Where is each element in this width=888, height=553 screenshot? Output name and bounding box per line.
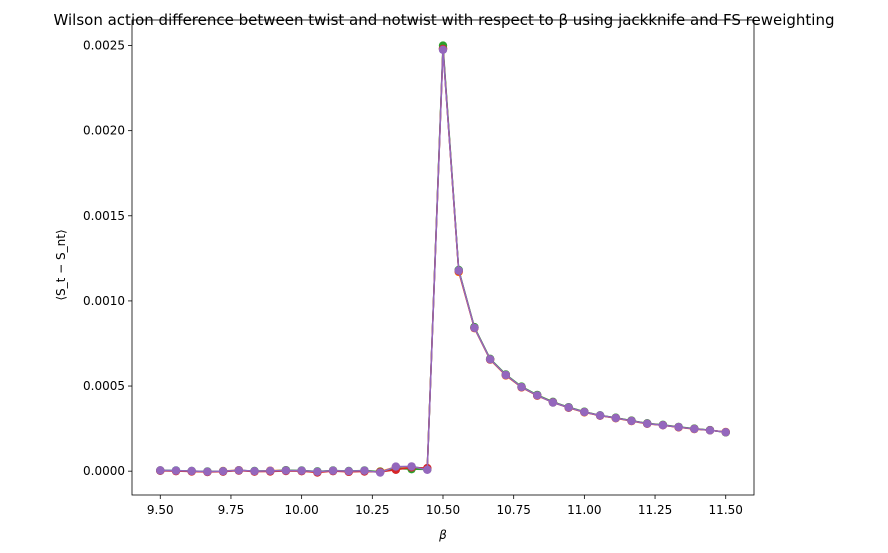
data-point <box>595 411 605 420</box>
data-point <box>171 466 181 475</box>
data-point <box>564 403 573 412</box>
data-point <box>203 467 212 476</box>
data-point <box>580 407 589 417</box>
data-point <box>658 421 668 430</box>
y-tick-label: 0.0025 <box>83 39 125 53</box>
data-point <box>611 413 620 423</box>
x-tick-label: 11.25 <box>638 503 672 517</box>
data-point <box>470 323 479 333</box>
y-tick-label: 0.0010 <box>83 294 125 308</box>
data-point <box>391 462 401 471</box>
x-axis-label: β <box>438 528 447 542</box>
data-point <box>234 466 244 475</box>
data-point <box>642 419 652 428</box>
y-axis: 0.0000 0.0005 0.0010 0.0015 0.0020 0.0025 <box>83 39 132 478</box>
data-point <box>533 391 542 400</box>
data-point <box>674 422 683 432</box>
x-tick-label: 11.00 <box>567 503 601 517</box>
x-tick-label: 10.75 <box>497 503 531 517</box>
data-point <box>454 266 463 275</box>
data-point <box>313 467 322 476</box>
x-tick-label: 10.00 <box>284 503 318 517</box>
data-point <box>156 466 165 475</box>
data-point <box>297 466 306 475</box>
x-tick-label: 10.25 <box>355 503 389 517</box>
data-point <box>721 427 730 437</box>
x-tick-label: 10.50 <box>426 503 460 517</box>
data-point <box>423 465 432 474</box>
y-tick-label: 0.0005 <box>83 379 125 393</box>
series-layer <box>156 41 730 477</box>
x-tick-label: 11.50 <box>709 503 743 517</box>
data-point <box>438 45 448 54</box>
data-point <box>344 466 353 476</box>
data-point <box>187 466 196 476</box>
data-point <box>627 416 636 426</box>
data-point <box>517 382 526 392</box>
data-point <box>328 466 338 475</box>
x-tick-label: 9.50 <box>147 503 174 517</box>
y-axis-label: ⟨S_t − S_nt⟩ <box>54 229 68 300</box>
series-5 <box>156 45 730 477</box>
y-tick-label: 0.0020 <box>83 124 125 138</box>
data-point <box>705 426 715 435</box>
x-axis: 9.50 9.75 10.00 10.25 10.50 10.75 11.00 11.25 11… <box>147 495 743 517</box>
y-tick-label: 0.0000 <box>83 464 125 478</box>
data-point <box>266 466 275 476</box>
data-point <box>375 468 385 477</box>
y-tick-label: 0.0015 <box>83 209 125 223</box>
data-point <box>407 462 416 471</box>
data-point <box>690 424 699 434</box>
data-point <box>218 466 228 476</box>
data-point <box>548 398 558 407</box>
x-tick-label: 9.75 <box>218 503 245 517</box>
data-point <box>360 466 369 475</box>
data-point <box>501 370 511 380</box>
data-point <box>485 355 495 364</box>
data-point <box>281 466 291 475</box>
data-point <box>250 466 259 476</box>
